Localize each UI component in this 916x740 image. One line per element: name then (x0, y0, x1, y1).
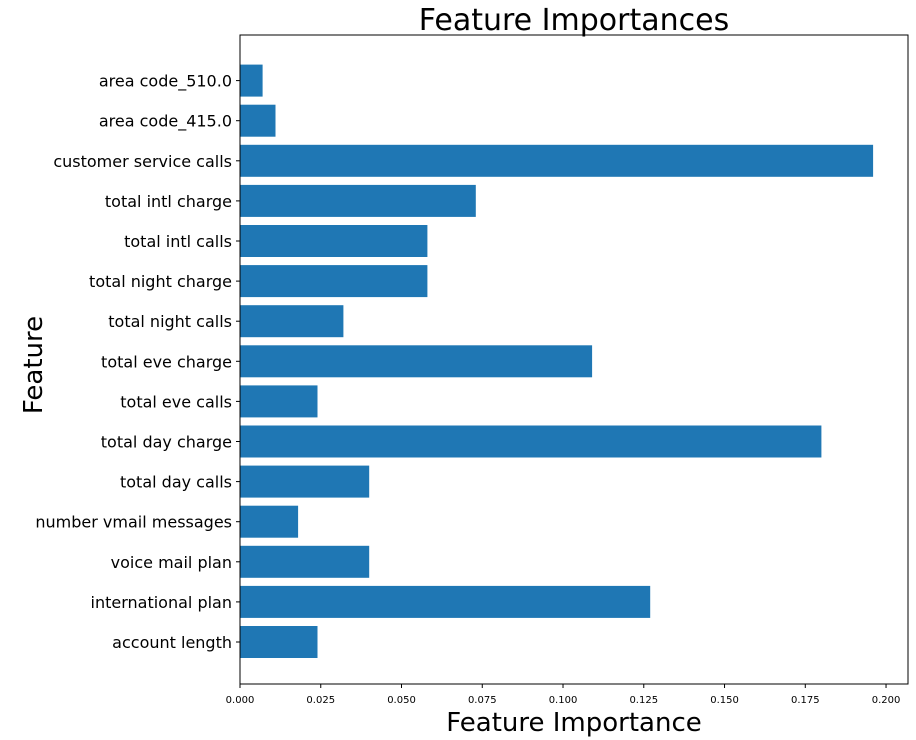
x-tick-label: 0.200 (872, 695, 901, 706)
bar-international-plan (240, 585, 651, 618)
category-label-customer-service-calls: customer service calls (53, 152, 232, 171)
category-labels-group: account length international plan voice ma… (35, 72, 240, 652)
bar-number-vmail-messages (240, 505, 299, 538)
bar-account-length (240, 626, 318, 658)
plot-frame (239, 34, 909, 685)
x-tick-label: 0.000 (226, 695, 255, 706)
x-tick-label: 0.100 (549, 695, 578, 706)
bar-total-night-charge (240, 265, 428, 298)
y-axis-label: Feature (19, 316, 49, 414)
x-tick-label: 0.175 (791, 695, 820, 706)
x-tick-label: 0.025 (306, 695, 335, 706)
bar-total-eve-calls (240, 385, 318, 418)
category-label-total-day-calls: total day calls (120, 473, 232, 492)
x-tick-label: 0.075 (468, 695, 497, 706)
category-label-number-vmail-messages: number vmail messages (35, 513, 232, 532)
bar-total-day-charge (240, 425, 822, 458)
category-label-total-eve-charge: total eve charge (101, 352, 232, 371)
bar-total-intl-calls (240, 225, 428, 257)
category-label-total-day-charge: total day charge (101, 433, 232, 452)
x-axis-label: Feature Importance (446, 708, 702, 738)
category-label-total-eve-calls: total eve calls (120, 392, 232, 411)
x-tick-label: 0.050 (387, 695, 416, 706)
bar-total-day-calls (240, 465, 370, 498)
x-ticks-group: 0.000 0.025 0.050 0.075 0.100 0.125 0.150 0.175… (226, 684, 901, 706)
x-tick-label: 0.150 (710, 695, 739, 706)
category-label-account-length: account length (112, 633, 232, 652)
category-label-voice-mail-plan: voice mail plan (111, 553, 232, 572)
category-label-area-code-510-0: area code_510.0 (99, 72, 232, 92)
bar-area-code-510-0 (240, 64, 263, 97)
category-label-total-intl-charge: total intl charge (105, 192, 232, 211)
chart-title: Feature Importances (419, 3, 729, 38)
bar-area-code-415-0 (240, 104, 276, 137)
bar-total-intl-charge (240, 184, 476, 217)
bar-voice-mail-plan (240, 545, 370, 578)
category-label-total-night-charge: total night charge (89, 272, 232, 291)
bar-total-eve-charge (240, 345, 593, 378)
category-label-area-code-415-0: area code_415.0 (99, 112, 232, 132)
bar-customer-service-calls (240, 144, 874, 177)
x-tick-label: 0.125 (629, 695, 658, 706)
category-label-total-intl-calls: total intl calls (124, 232, 232, 251)
bar-total-night-calls (240, 305, 344, 338)
category-label-international-plan: international plan (91, 593, 232, 612)
bars-group (240, 64, 874, 658)
category-label-total-night-calls: total night calls (108, 312, 232, 331)
